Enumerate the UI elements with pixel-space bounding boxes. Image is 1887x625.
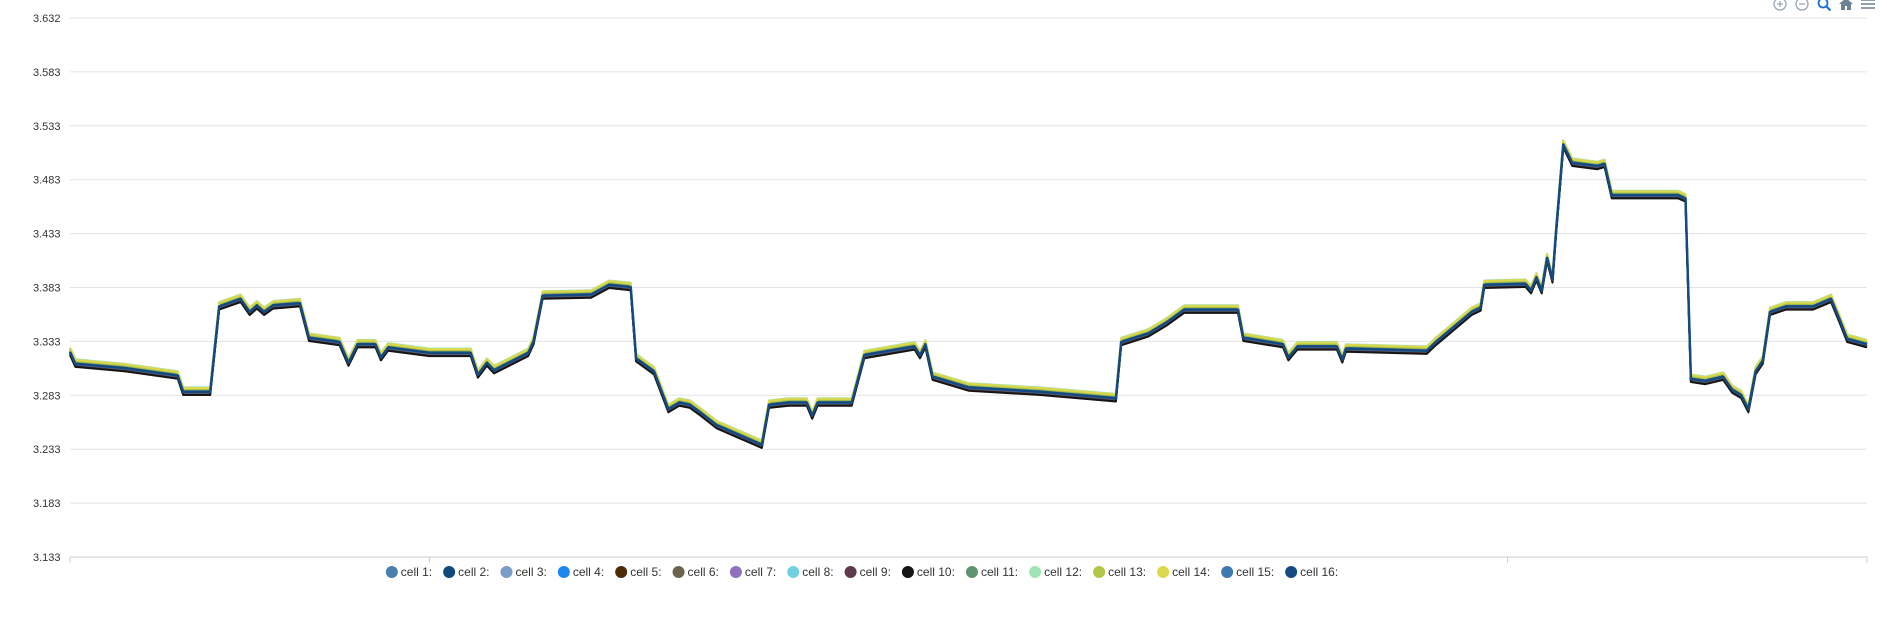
series-line-cell-6[interactable]	[69, 145, 1868, 448]
grid-layer	[70, 17, 1867, 558]
legend-label: cell 2:	[458, 565, 489, 579]
y-tick-label: 3.283	[33, 390, 61, 402]
legend-item[interactable]: cell 2:	[443, 565, 490, 579]
legend-marker	[1157, 566, 1170, 578]
series-line-cell-3[interactable]	[69, 141, 1868, 444]
legend-item[interactable]: cell 5:	[615, 565, 662, 579]
y-tick-label: 3.583	[33, 67, 61, 79]
y-tick-label: 3.433	[33, 229, 61, 241]
y-tick-label: 3.333	[33, 336, 61, 348]
selection-zoom-icon[interactable]	[1815, 0, 1833, 12]
legend-label: cell 1:	[401, 565, 432, 579]
legend-marker	[557, 566, 570, 578]
zoom-out-icon[interactable]	[1793, 0, 1811, 12]
series-line-cell-2[interactable]	[69, 144, 1868, 447]
legend-item[interactable]: cell 1:	[385, 565, 432, 579]
legend-label: cell 4:	[573, 565, 604, 579]
legend-label: cell 16:	[1300, 565, 1338, 579]
legend-label: cell 9:	[860, 565, 891, 579]
y-tick-label: 3.133	[33, 552, 61, 564]
series-line-cell-4[interactable]	[69, 142, 1868, 446]
legend-item[interactable]: cell 14:	[1157, 565, 1210, 579]
series-line-cell-15[interactable]	[69, 143, 1868, 447]
legend-item[interactable]: cell 16:	[1285, 565, 1338, 579]
legend-label: cell 15:	[1236, 565, 1274, 579]
series-line-cell-14[interactable]	[69, 139, 1868, 442]
legend-label: cell 10:	[917, 565, 955, 579]
y-tick-label: 3.383	[33, 283, 61, 295]
y-tick-label: 3.533	[33, 121, 61, 133]
series-line-cell-16[interactable]	[68, 143, 1868, 446]
legend-marker	[1029, 566, 1042, 578]
legend-marker	[787, 566, 800, 578]
legend-item[interactable]: cell 9:	[844, 565, 891, 579]
axis-layer: 3.632 3.583 3.533 3.483 3.433 3.383 3.333 3.283…	[33, 13, 1868, 564]
y-tick-label: 3.632	[33, 13, 61, 25]
reset-home-icon[interactable]	[1837, 0, 1855, 12]
legend-item[interactable]: cell 8:	[787, 565, 834, 579]
series-line-cell-7[interactable]	[69, 142, 1868, 445]
legend-item[interactable]: cell 15:	[1221, 565, 1274, 579]
series-line-cell-8[interactable]	[69, 140, 1868, 443]
legend-marker	[1221, 566, 1234, 578]
legend-marker	[1093, 566, 1106, 578]
y-tick-label: 3.183	[33, 498, 61, 510]
legend-item[interactable]: cell 4:	[557, 565, 604, 579]
legend-marker	[500, 566, 513, 578]
series-line-cell-11[interactable]	[69, 141, 1868, 444]
series-line-cell-5[interactable]	[69, 145, 1868, 448]
series-line-cell-1[interactable]	[69, 143, 1868, 446]
legend-item[interactable]: cell 13:	[1093, 565, 1146, 579]
legend-label: cell 8:	[802, 565, 833, 579]
zoom-in-icon[interactable]	[1771, 0, 1789, 12]
series-line-cell-13[interactable]	[69, 140, 1868, 443]
legend-label: cell 7:	[745, 565, 776, 579]
legend-item[interactable]: cell 12:	[1029, 565, 1082, 579]
legend-label: cell 6:	[688, 565, 719, 579]
legend-marker	[385, 566, 398, 578]
series-line-cell-10[interactable]	[69, 146, 1868, 449]
y-tick-label: 3.233	[33, 444, 61, 456]
series-line-cell-9[interactable]	[69, 146, 1868, 449]
menu-icon[interactable]	[1859, 0, 1877, 12]
series-layer	[68, 139, 1868, 449]
legend-item[interactable]: cell 6:	[672, 565, 719, 579]
legend-marker	[615, 566, 628, 578]
legend-label: cell 5:	[630, 565, 661, 579]
legend-marker	[443, 566, 456, 578]
legend-label: cell 3:	[516, 565, 547, 579]
legend-marker	[1285, 566, 1298, 578]
legend-marker	[729, 566, 742, 578]
legend-marker	[965, 566, 978, 578]
legend-item[interactable]: cell 11:	[965, 565, 1018, 579]
legend: cell 1: cell 2: cell 3: cell 4: cell 5: cell …	[385, 565, 1338, 579]
y-tick-label: 3.483	[33, 175, 61, 187]
legend-label: cell 14:	[1172, 565, 1210, 579]
legend-label: cell 12:	[1044, 565, 1082, 579]
legend-item[interactable]: cell 10:	[901, 565, 955, 579]
legend-item[interactable]: cell 3:	[500, 565, 547, 579]
legend-marker	[901, 566, 914, 578]
legend-label: cell 11:	[981, 565, 1018, 579]
legend-marker	[672, 566, 685, 578]
chart-toolbar	[1771, 0, 1877, 12]
legend-marker	[844, 566, 857, 578]
legend-label: cell 13:	[1108, 565, 1146, 579]
legend-item[interactable]: cell 7:	[729, 565, 776, 579]
